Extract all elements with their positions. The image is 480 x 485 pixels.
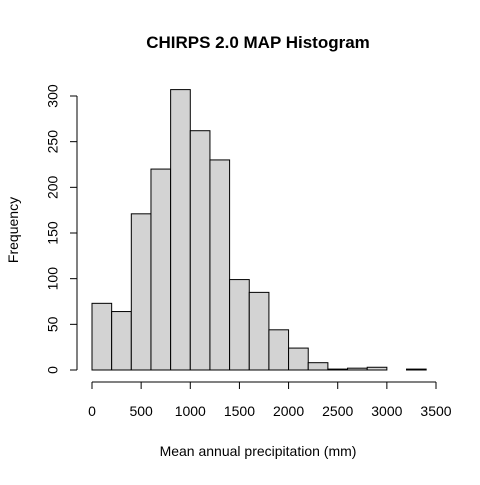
histogram-bar-11 xyxy=(307,362,329,371)
x-tick-label-7: 3500 xyxy=(420,403,451,419)
histogram-bar-5 xyxy=(189,130,211,371)
histogram-bar-12 xyxy=(327,368,349,371)
histogram-bar-7 xyxy=(229,279,250,371)
y-tick-label-0: 0 xyxy=(45,366,61,374)
histogram-bar-3 xyxy=(150,168,172,371)
x-axis-label: Mean annual precipitation (mm) xyxy=(160,443,357,459)
chart-title: CHIRPS 2.0 MAP Histogram xyxy=(146,33,370,52)
y-tick-label-4: 200 xyxy=(45,175,61,199)
histogram-bar-0 xyxy=(91,302,113,371)
histogram-bar-1 xyxy=(111,311,132,371)
x-tick-label-3: 1500 xyxy=(224,403,255,419)
y-tick-label-5: 250 xyxy=(45,130,61,154)
x-tick-label-1: 500 xyxy=(129,403,153,419)
histogram-bar-14 xyxy=(366,366,388,371)
x-tick-label-2: 1000 xyxy=(175,403,206,419)
bars-group xyxy=(91,89,427,371)
histogram-bar-13 xyxy=(347,367,368,371)
x-tick-label-4: 2000 xyxy=(273,403,304,419)
x-tick-label-5: 2500 xyxy=(322,403,353,419)
x-tick-label-6: 3000 xyxy=(371,403,402,419)
y-axis-label: Frequency xyxy=(5,197,21,263)
histogram-bar-16 xyxy=(406,368,427,371)
y-tick-label-3: 150 xyxy=(45,221,61,245)
histogram-bar-9 xyxy=(268,329,290,371)
histogram-bar-8 xyxy=(248,291,270,371)
y-tick-label-1: 50 xyxy=(45,316,61,332)
histogram-bar-10 xyxy=(288,347,309,371)
y-tick-label-6: 300 xyxy=(45,84,61,108)
histogram-bar-2 xyxy=(130,213,152,371)
histogram-bar-4 xyxy=(170,89,191,371)
x-axis: 0 500 1000 1500 2000 2500 3000 3500 xyxy=(88,381,452,419)
y-axis: 0 50 100 150 200 250 300 xyxy=(45,84,78,374)
y-tick-label-2: 100 xyxy=(45,267,61,291)
x-tick-label-0: 0 xyxy=(88,403,96,419)
histogram-bar-6 xyxy=(209,159,231,371)
